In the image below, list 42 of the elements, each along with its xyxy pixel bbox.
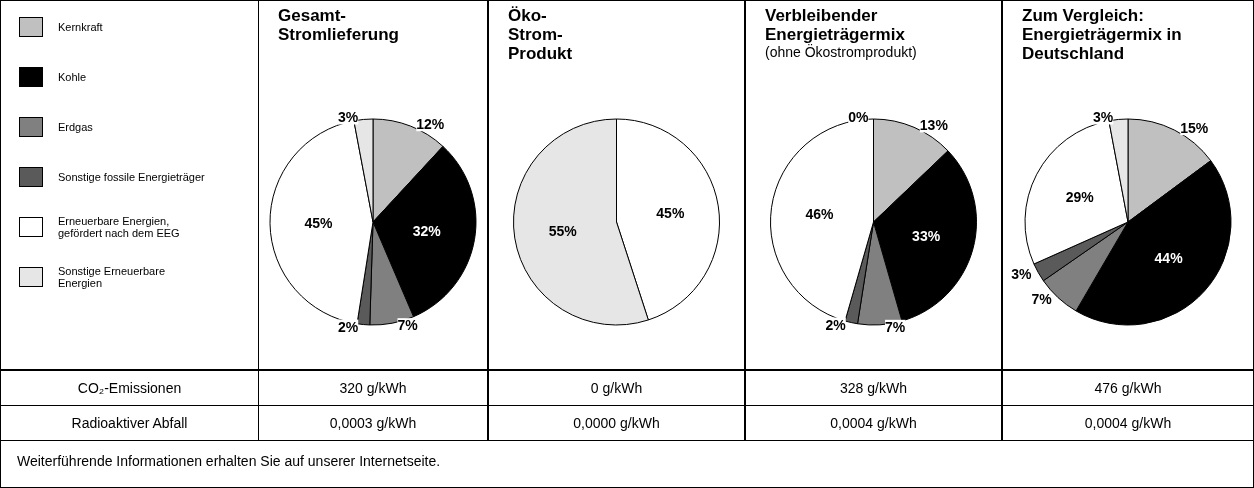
data-label: 45% <box>304 214 334 231</box>
text: 0,0000 g/kWh <box>488 405 745 441</box>
data-label: 12% <box>416 116 445 133</box>
data-label: 3% <box>337 109 359 126</box>
data-label: 46% <box>805 206 835 223</box>
text: Radioaktiver Abfall <box>0 405 259 441</box>
text: Weiterführende Informationen erhalten Sie auf unserer Internetseite. <box>0 440 1254 488</box>
data-label: 3% <box>1092 109 1114 126</box>
data-label: 7% <box>397 317 419 334</box>
chart-subtitle: (ohne Ökostromprodukt) <box>765 44 918 60</box>
text: 320 g/kWh <box>258 370 488 406</box>
legend-label: Sonstige Erneuerbare Energien <box>58 265 166 289</box>
text: CO₂-Emissionen <box>0 370 259 406</box>
legend-label: Kernkraft <box>58 21 104 33</box>
data-label: 33% <box>912 228 941 245</box>
text: 328 g/kWh <box>745 370 1002 406</box>
text: Gesamt-Stromlieferung <box>278 6 400 44</box>
text: 476 g/kWh <box>1002 370 1254 406</box>
text: 0,0003 g/kWh <box>258 405 488 441</box>
data-label: 7% <box>1031 291 1053 308</box>
data-label: 29% <box>1065 188 1095 205</box>
chart-title: Verbleibender Energieträgermix <box>765 6 905 44</box>
data-label: 32% <box>412 223 442 240</box>
legend-label: Erdgas <box>58 121 94 133</box>
chart-title: Zum Vergleich: Energieträgermix in Deutschland <box>1022 6 1183 63</box>
legend-label: Sonstige fossile Energieträger <box>58 171 206 183</box>
data-label: 2% <box>337 318 359 335</box>
data-label: 55% <box>548 222 578 239</box>
text: 0,0004 g/kWh <box>745 405 1002 441</box>
chart-title: Öko-Strom-Produkt <box>508 6 573 63</box>
data-label: 15% <box>1180 120 1209 137</box>
data-label: 44% <box>1154 250 1184 267</box>
legend-label: Erneuerbare Energien, gefördert nach dem EEG <box>58 215 181 239</box>
text: 0% <box>848 109 869 125</box>
data-label: 2% <box>825 316 847 333</box>
data-label: 45% <box>656 205 685 222</box>
data-label: 7% <box>885 318 906 335</box>
legend-label: Kohle <box>58 71 88 83</box>
text: 0 g/kWh <box>488 370 745 406</box>
text: 0,0004 g/kWh <box>1002 405 1254 441</box>
data-label: 3% <box>1011 265 1033 282</box>
data-label: 13% <box>919 117 949 134</box>
